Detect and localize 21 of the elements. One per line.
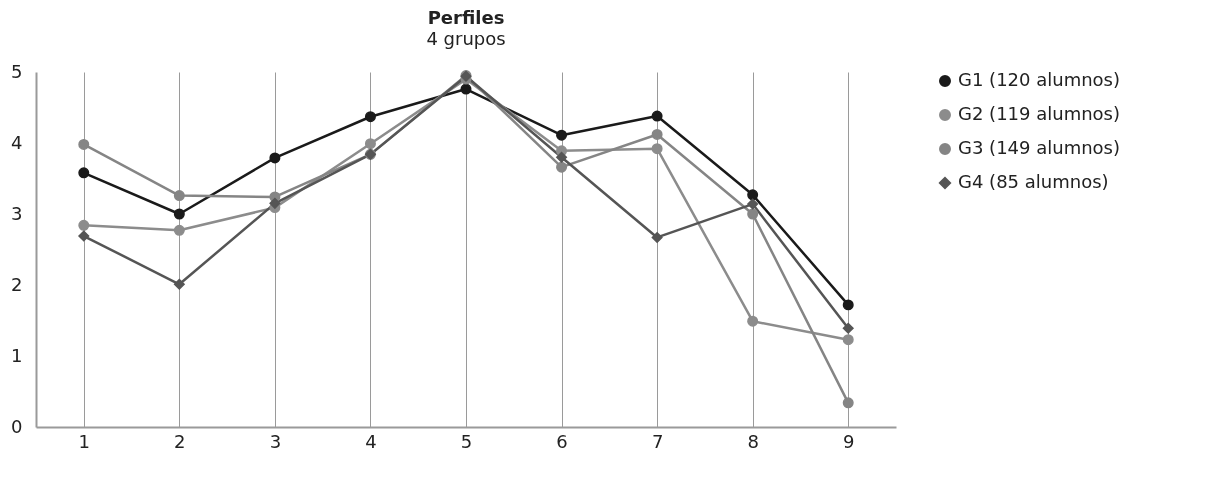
y-tick-label: 2: [11, 273, 23, 295]
y-tick-label: 1: [11, 344, 23, 366]
x-tick-label: 9: [843, 430, 855, 452]
y-tick-label: 5: [11, 60, 23, 82]
x-tick-label: 5: [460, 430, 473, 452]
y-tick-label: 4: [11, 131, 23, 153]
legend-label: G1 (120 alumnos): [958, 69, 1121, 90]
legend-label: G4 (85 alumnos): [958, 171, 1109, 192]
legend-label: G2 (119 alumnos): [958, 103, 1121, 124]
legend-label: G3 (149 alumnos): [958, 137, 1121, 158]
x-tick-label: 7: [651, 430, 664, 452]
x-tick-label: 3: [269, 430, 282, 452]
y-tick-label: 3: [11, 202, 23, 224]
x-tick-label: 1: [78, 430, 90, 452]
chart-subtitle: 4 grupos: [426, 28, 506, 49]
chart-title: Perfiles: [427, 7, 505, 28]
x-tick-label: 6: [556, 430, 568, 452]
x-tick-label: 4: [365, 430, 377, 452]
y-tick-label: 0: [11, 415, 23, 437]
x-tick-label: 2: [174, 430, 186, 452]
x-tick-label: 8: [747, 430, 759, 452]
